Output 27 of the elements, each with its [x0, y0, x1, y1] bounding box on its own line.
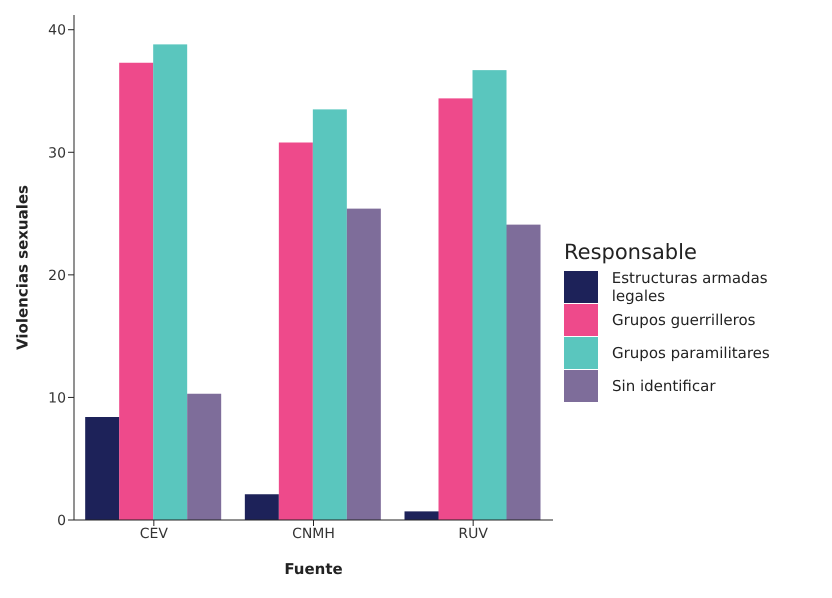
bar: [85, 417, 120, 520]
legend-label: Sin identificar: [612, 376, 716, 394]
legend-label: Estructuras armadas legales: [612, 268, 769, 304]
bar: [312, 109, 347, 520]
x-tick-label: CEV: [140, 526, 168, 542]
legend-title: Responsable: [564, 240, 698, 264]
bar: [244, 494, 279, 520]
bar: [506, 224, 541, 520]
legend-label: Grupos paramilitares: [612, 344, 770, 362]
bar: [346, 208, 381, 520]
y-tick-label: 10: [48, 390, 66, 406]
bar: [438, 98, 473, 520]
x-tick-label: CNMH: [292, 526, 335, 542]
y-tick-label: 30: [48, 145, 66, 162]
x-axis-title: Fuente: [284, 560, 343, 578]
legend-label: Grupos guerrilleros: [612, 310, 756, 328]
bar: [187, 394, 222, 520]
bar: [119, 62, 154, 520]
bar: [278, 142, 313, 520]
bar: [153, 44, 188, 520]
y-tick-label: 0: [57, 512, 66, 529]
x-tick-label: RUV: [458, 526, 488, 542]
y-tick-label: 20: [48, 268, 66, 284]
bar: [404, 511, 439, 520]
y-tick-label: 40: [48, 22, 66, 39]
bar: [472, 70, 507, 520]
y-axis-title: Violencias sexuales: [13, 184, 32, 350]
